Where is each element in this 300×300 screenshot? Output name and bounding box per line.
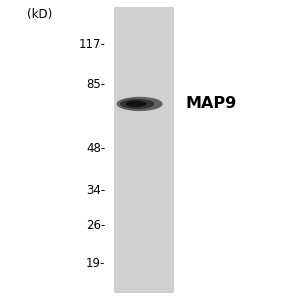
- Ellipse shape: [126, 101, 146, 107]
- Text: 85-: 85-: [86, 78, 105, 91]
- Ellipse shape: [120, 99, 154, 109]
- Text: 34-: 34-: [86, 184, 105, 196]
- FancyBboxPatch shape: [114, 7, 174, 293]
- Text: 117-: 117-: [79, 38, 105, 51]
- Text: MAP9: MAP9: [186, 96, 237, 111]
- Text: 19-: 19-: [86, 257, 105, 270]
- Text: (kD): (kD): [27, 8, 53, 21]
- Ellipse shape: [117, 97, 163, 111]
- Text: 26-: 26-: [86, 219, 105, 232]
- Text: 48-: 48-: [86, 142, 105, 155]
